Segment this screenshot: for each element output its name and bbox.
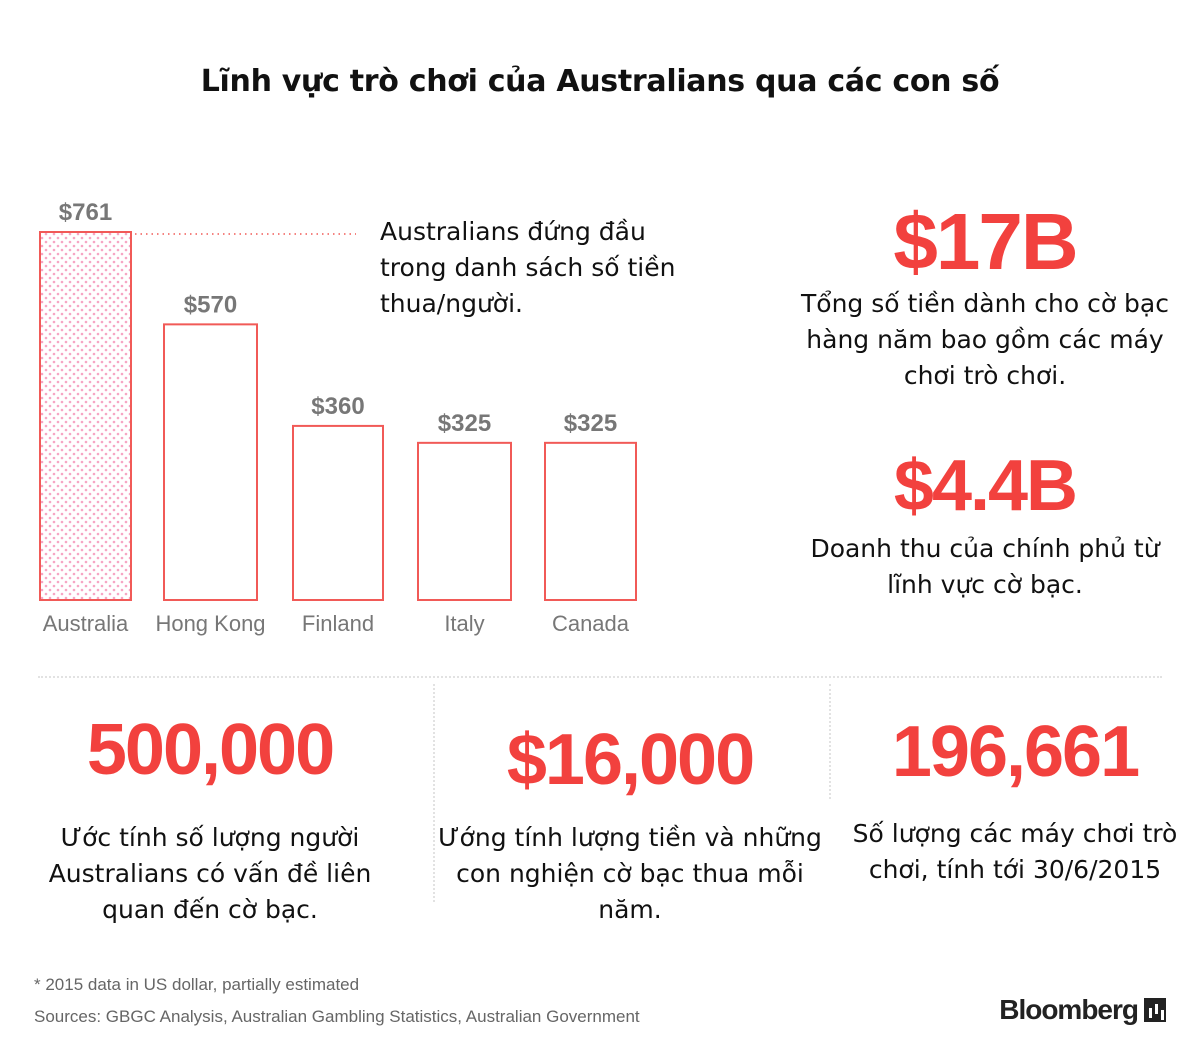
- gov-revenue-value: $4.4B: [893, 446, 1078, 526]
- section-divider: [38, 676, 1162, 678]
- bar-value-label: $325: [438, 410, 491, 437]
- column-divider: [433, 684, 435, 902]
- gambling-total-value: $17B: [893, 197, 1078, 286]
- bar-value-label: $360: [311, 393, 364, 420]
- bar-value-label: $761: [59, 199, 112, 226]
- bar-value-label: $570: [184, 291, 237, 318]
- problem-gamblers-label: Ước tính số lượng người Australians có v…: [48, 823, 372, 924]
- column-divider: [829, 684, 831, 799]
- category-label: Australia: [43, 611, 129, 636]
- stat-machines: 196,661 Số lượng các máy chơi trò chơi, …: [835, 712, 1195, 888]
- bloomberg-bars-icon: [1144, 998, 1166, 1022]
- footnote: * 2015 data in US dollar, partially esti…: [34, 975, 360, 994]
- bar-australia: [39, 231, 132, 601]
- category-label: Canada: [552, 611, 630, 636]
- page-title: Lĩnh vực trò chơi của Australians qua cá…: [200, 64, 1000, 99]
- category-label: Hong Kong: [155, 611, 265, 636]
- category-label: Finland: [302, 611, 374, 636]
- gambling-total-label: Tổng số tiền dành cho cờ bạc hàng năm ba…: [801, 289, 1169, 390]
- problem-gamblers-value: 500,000: [86, 710, 335, 790]
- stat-loss-per-addict: $16,000 Ướng tính lượng tiền và những co…: [435, 720, 825, 928]
- brand-logo: Bloomberg: [999, 994, 1166, 1026]
- bar-chart: $761 Australia $570 Hong Kong $360 Finland $32…: [39, 199, 637, 636]
- stat-problem-gamblers: 500,000 Ước tính số lượng người Australi…: [15, 710, 405, 928]
- brand-name: Bloomberg: [999, 994, 1139, 1025]
- loss-per-addict-label: Ướng tính lượng tiền và những con nghiện…: [438, 823, 822, 924]
- bar-italy: [417, 441, 512, 602]
- bar-finland: [292, 424, 384, 601]
- loss-per-addict-value: $16,000: [506, 720, 755, 800]
- category-label: Italy: [444, 611, 484, 636]
- chart-annotation: Australians đứng đầu trong danh sách số …: [380, 217, 676, 318]
- machines-label: Số lượng các máy chơi trò chơi, tính tới…: [852, 819, 1178, 884]
- gov-revenue-label: Doanh thu của chính phủ từ lĩnh vực cờ b…: [810, 534, 1160, 599]
- machines-value: 196,661: [891, 712, 1140, 792]
- bar-value-label: $325: [564, 410, 617, 437]
- sources: Sources: GBGC Analysis, Australian Gambl…: [34, 1007, 640, 1026]
- bar-hong-kong: [163, 323, 258, 602]
- bar-canada: [544, 441, 637, 602]
